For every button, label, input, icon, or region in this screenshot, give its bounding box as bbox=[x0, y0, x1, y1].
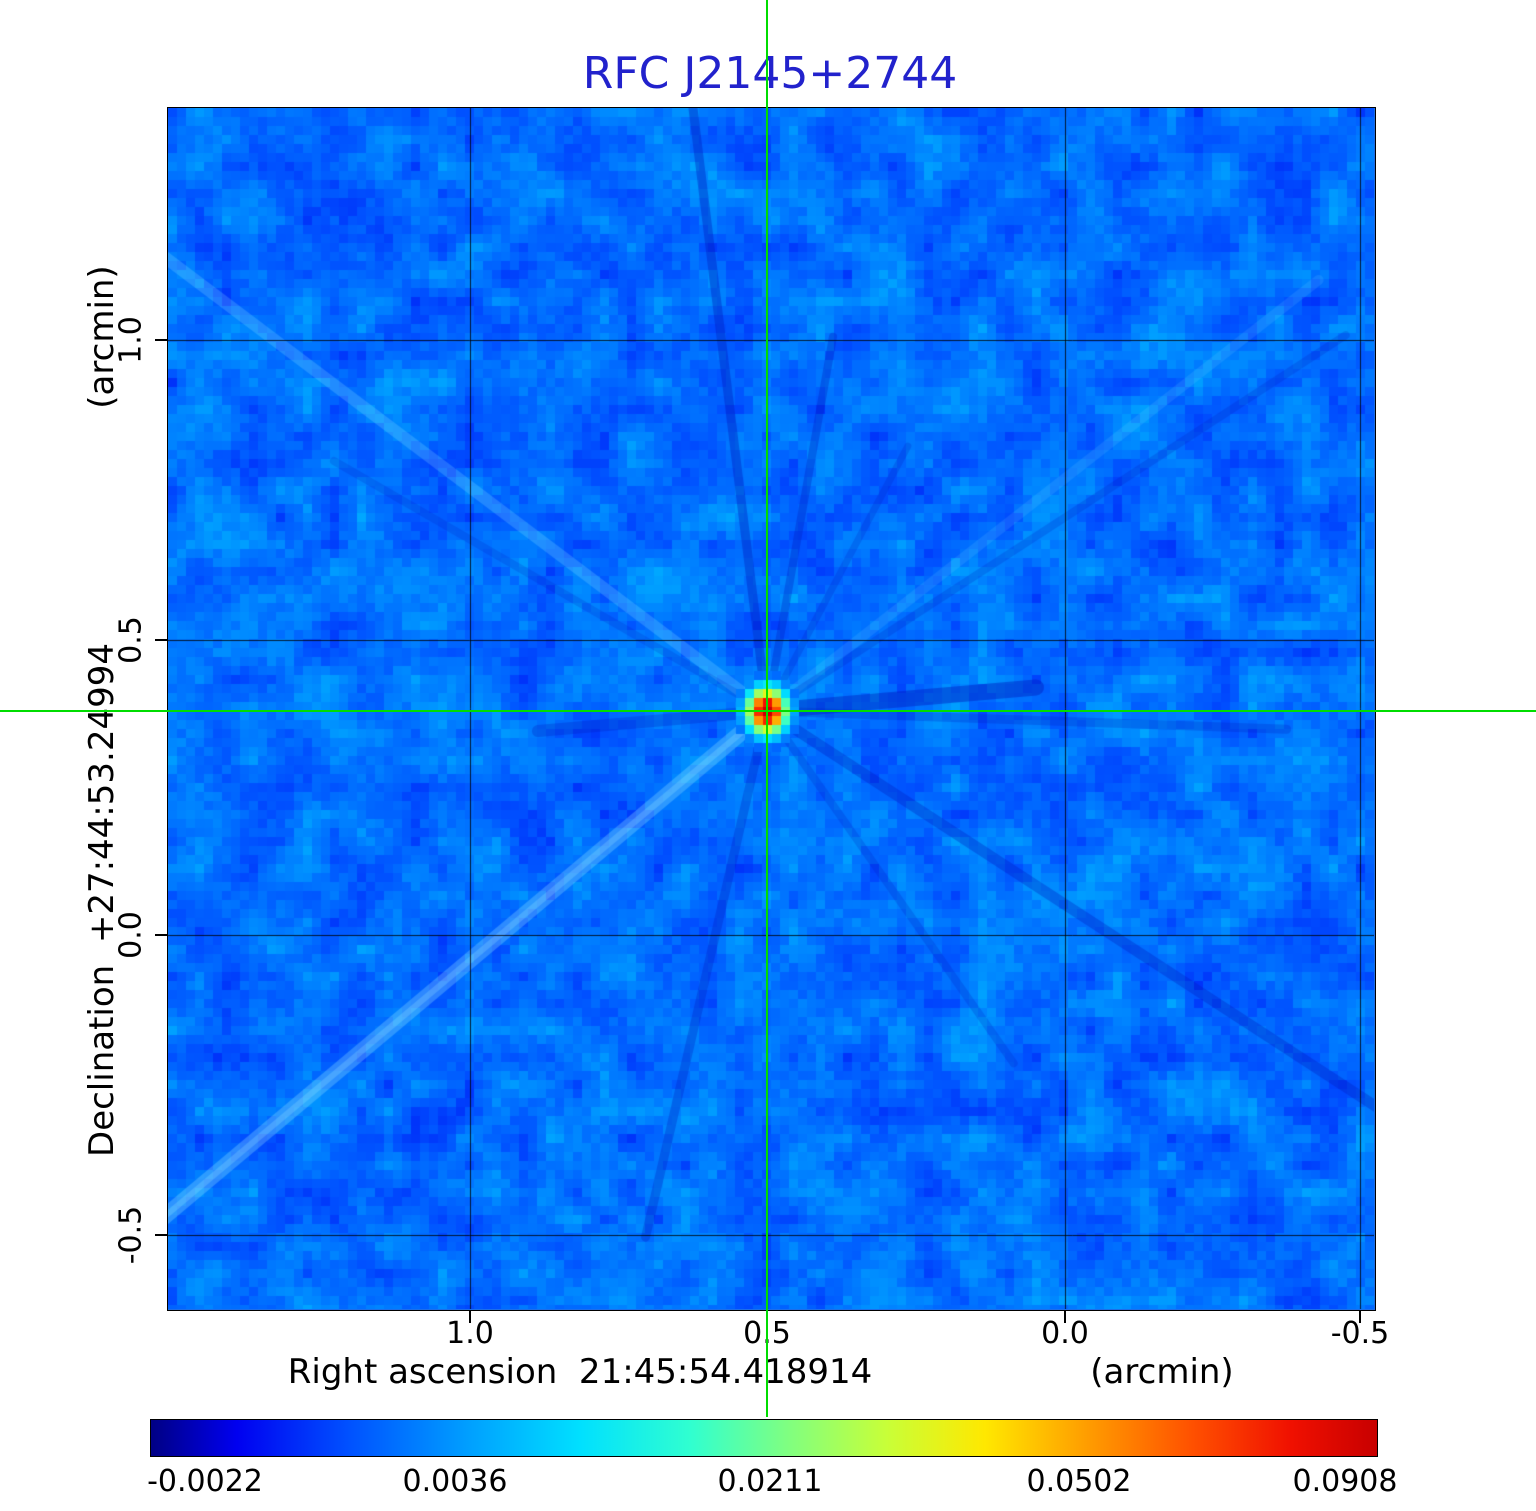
y-tick-label: 1.0 bbox=[113, 316, 149, 364]
plot-area bbox=[167, 107, 1376, 1311]
y-tick-label: -0.5 bbox=[113, 1205, 149, 1265]
y-axis-tick bbox=[155, 339, 168, 341]
y-tick-label: 0.5 bbox=[113, 616, 149, 664]
y-axis-label: Declination +27:44:53.24994 bbox=[82, 643, 122, 1157]
y-axis-tick bbox=[155, 934, 168, 936]
colorbar-tick-label: 0.0908 bbox=[1292, 1464, 1398, 1499]
y-axis-tick bbox=[155, 639, 168, 641]
y-tick-label: 0.0 bbox=[113, 911, 149, 959]
crosshair-vertical-line bbox=[766, 0, 768, 1417]
x-axis-label: Right ascension 21:45:54.418914 bbox=[287, 1352, 873, 1392]
colorbar-tick-label: 0.0211 bbox=[717, 1464, 823, 1499]
x-axis-tick bbox=[1359, 1311, 1361, 1323]
sky-image-canvas bbox=[168, 108, 1374, 1309]
x-axis-unit-label: (arcmin) bbox=[1090, 1352, 1234, 1392]
colorbar bbox=[150, 1419, 1378, 1457]
x-axis-tick bbox=[469, 1311, 471, 1323]
x-axis-tick bbox=[1064, 1311, 1066, 1323]
y-axis-tick bbox=[155, 1234, 168, 1236]
figure-title: RFC J2145+2744 bbox=[582, 48, 958, 99]
colorbar-tick-label: 0.0036 bbox=[402, 1464, 508, 1499]
crosshair-horizontal-line bbox=[0, 710, 1536, 712]
colorbar-gradient bbox=[151, 1420, 1377, 1456]
colorbar-tick-label: -0.0022 bbox=[147, 1464, 263, 1499]
colorbar-tick-label: 0.0502 bbox=[1026, 1464, 1132, 1499]
